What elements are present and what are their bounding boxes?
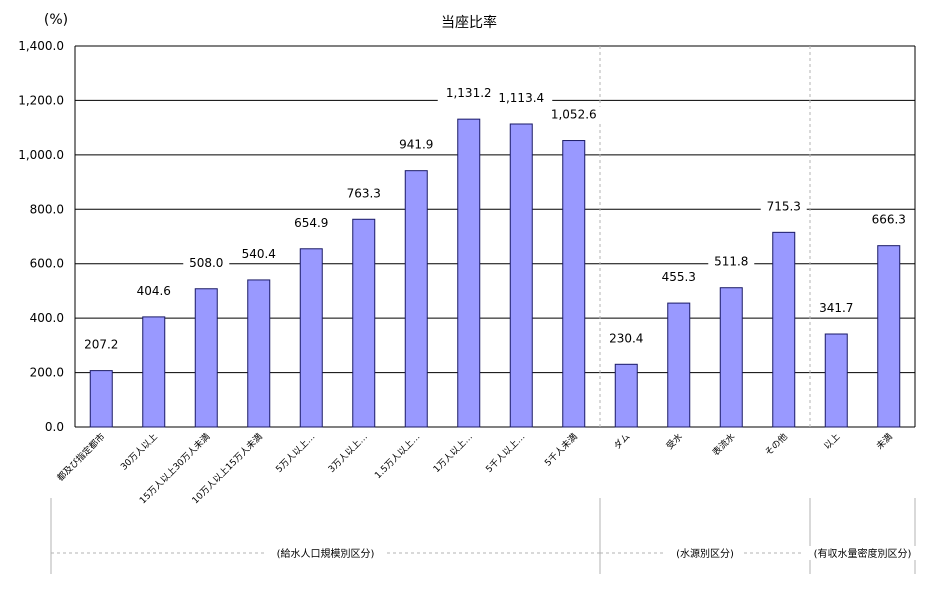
value-label-background bbox=[235, 245, 282, 262]
group-label-background bbox=[803, 546, 922, 560]
value-label: 207.2 bbox=[84, 338, 118, 352]
category-label: 5千人以上… bbox=[484, 431, 528, 475]
value-label-background bbox=[393, 136, 440, 153]
value-label-background bbox=[603, 330, 650, 347]
value-label-background bbox=[437, 85, 500, 102]
category-label: ダム bbox=[611, 431, 632, 452]
value-label-background bbox=[130, 282, 177, 299]
y-tick-label: 1,400.0 bbox=[18, 39, 64, 53]
value-label: 1,052.6 bbox=[551, 108, 597, 122]
value-label-background bbox=[183, 254, 230, 271]
value-label-background bbox=[542, 106, 605, 123]
bar bbox=[667, 302, 691, 428]
value-label: 230.4 bbox=[609, 331, 643, 345]
bar bbox=[719, 287, 743, 428]
y-tick-label: 600.0 bbox=[30, 257, 64, 271]
category-label: 5万人以上… bbox=[274, 431, 318, 475]
value-label: 1,113.4 bbox=[498, 91, 544, 105]
category-label: 30万人以上 bbox=[119, 431, 160, 472]
category-label: 表流水 bbox=[710, 431, 738, 459]
bar bbox=[247, 279, 271, 428]
category-label: 以上 bbox=[822, 431, 843, 452]
value-label-background bbox=[813, 300, 860, 317]
category-label: その他 bbox=[762, 431, 790, 459]
y-tick-label: 0.0 bbox=[45, 420, 64, 434]
value-label-background bbox=[708, 253, 755, 270]
category-label: 未満 bbox=[874, 431, 895, 452]
value-label-background bbox=[490, 89, 553, 106]
category-label: 3万人以上… bbox=[326, 431, 370, 475]
value-label: 404.6 bbox=[137, 284, 171, 298]
bar bbox=[194, 288, 218, 428]
chart-title: 当座比率 bbox=[441, 14, 497, 31]
y-tick-label: 800.0 bbox=[30, 202, 64, 216]
y-tick-label: 200.0 bbox=[30, 366, 64, 380]
bar bbox=[404, 170, 428, 428]
value-label: 455.3 bbox=[662, 270, 696, 284]
bar bbox=[509, 123, 533, 428]
value-label: 941.9 bbox=[399, 138, 433, 152]
value-labels: 207.2 404.6 508.0 540.4 654.9 763.3 941.9 1,131… bbox=[78, 85, 912, 353]
group-label: (有収水量密度別区分) bbox=[814, 547, 912, 560]
value-label: 341.7 bbox=[819, 301, 853, 315]
category-label: 5千人未満 bbox=[542, 431, 580, 469]
bar bbox=[614, 363, 638, 428]
value-label: 1,131.2 bbox=[446, 86, 492, 100]
value-label-background bbox=[655, 269, 702, 286]
value-label: 715.3 bbox=[767, 199, 801, 213]
bar bbox=[877, 245, 901, 428]
y-tick-label: 1,000.0 bbox=[18, 148, 64, 162]
group-label-background bbox=[266, 546, 385, 560]
category-label: 1万人以上… bbox=[431, 431, 475, 475]
bar bbox=[562, 140, 586, 428]
group-label: (水源別区分) bbox=[676, 547, 734, 560]
value-label: 763.3 bbox=[347, 186, 381, 200]
bar bbox=[772, 231, 796, 428]
value-label: 540.4 bbox=[242, 247, 276, 261]
value-label: 654.9 bbox=[294, 216, 328, 230]
y-tick-labels: 0.0 200.0 400.0 600.0 800.0 1,000.0 1,200.0 1,4… bbox=[18, 39, 64, 434]
category-label: 都及び指定都市 bbox=[54, 431, 107, 484]
value-label: 508.0 bbox=[189, 256, 223, 270]
bar bbox=[299, 248, 323, 428]
group-labels: (給水人口規模別区分) (水源別区分) (有収水量密度別区分) bbox=[266, 546, 922, 560]
bar bbox=[352, 218, 376, 428]
y-axis-unit-label: (%) bbox=[44, 12, 68, 28]
bar bbox=[824, 333, 848, 428]
bars bbox=[89, 118, 901, 428]
category-label: 受水 bbox=[664, 431, 685, 452]
group-label: (給水人口規模別区分) bbox=[277, 547, 375, 560]
value-label: 511.8 bbox=[714, 255, 748, 269]
category-label: 1.5万人以上… bbox=[373, 431, 423, 481]
bar bbox=[142, 316, 166, 428]
group-label-background bbox=[666, 546, 744, 560]
value-label-background bbox=[865, 211, 912, 228]
value-label-background bbox=[78, 336, 125, 353]
y-tick-label: 1,200.0 bbox=[18, 93, 64, 107]
bar bbox=[457, 118, 481, 428]
bar bbox=[89, 370, 113, 428]
value-label-background bbox=[340, 185, 387, 202]
value-label-background bbox=[760, 198, 807, 215]
value-label: 666.3 bbox=[872, 213, 906, 227]
y-tick-label: 400.0 bbox=[30, 311, 64, 325]
value-label-background bbox=[288, 214, 335, 231]
